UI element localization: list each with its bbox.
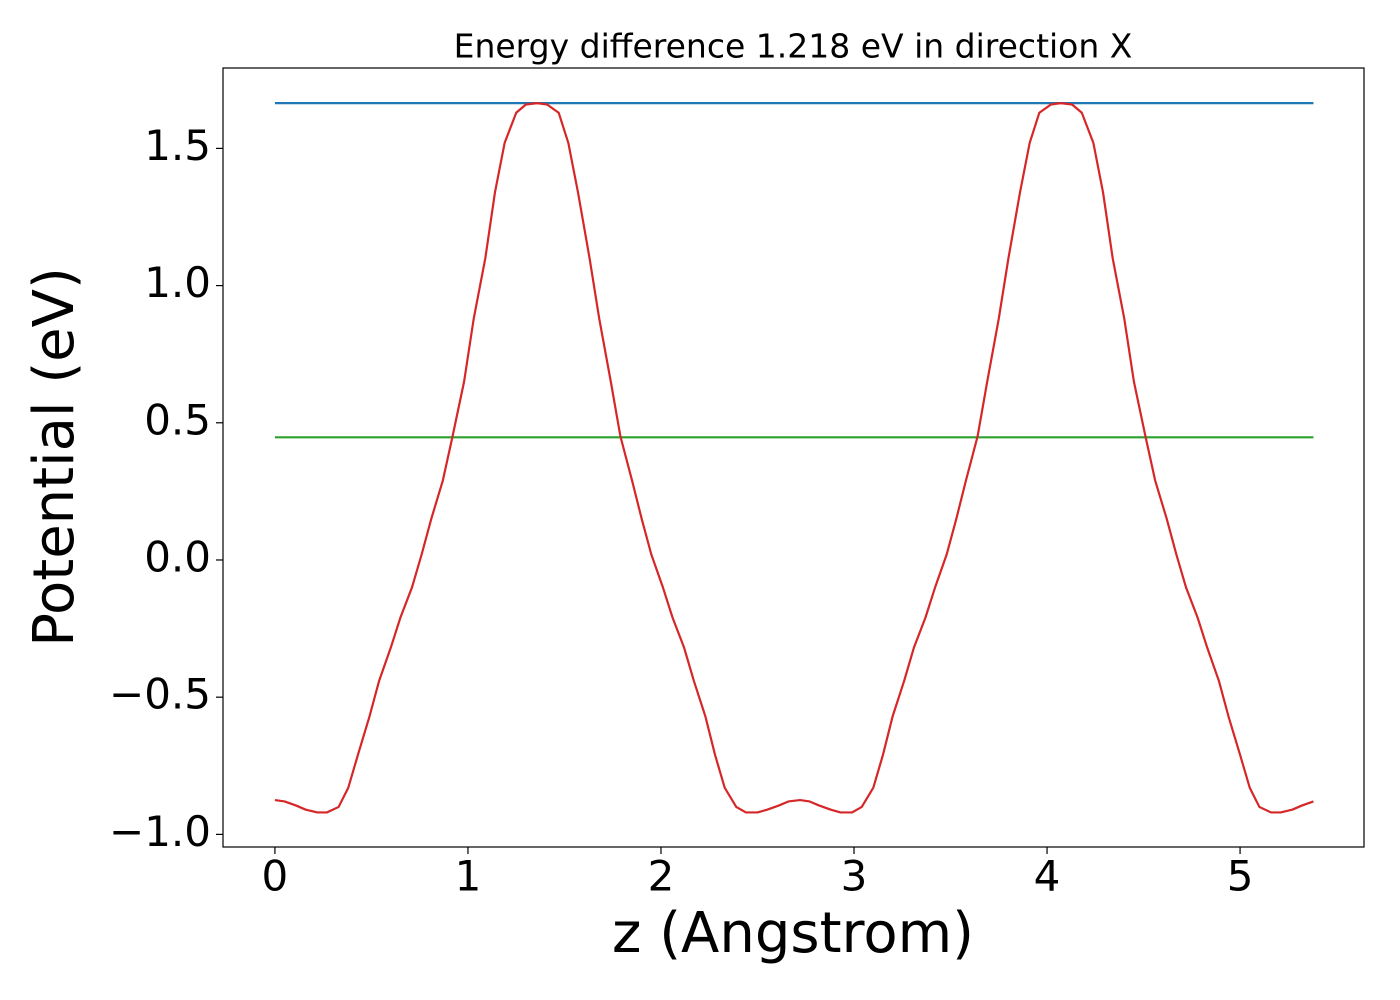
- x-tick-label: 4: [1034, 852, 1061, 901]
- line-series: [274, 102, 1314, 814]
- chart-title: Energy difference 1.218 eV in direction …: [454, 27, 1133, 66]
- x-tick-label: 1: [455, 852, 482, 901]
- y-tick-label: −1.0: [109, 807, 211, 856]
- y-tick-label: 1.5: [144, 121, 211, 170]
- y-tick-label: 0.0: [144, 532, 211, 581]
- y-axis-label: Potential (eV): [22, 267, 87, 647]
- y-tick-label: −0.5: [109, 670, 211, 719]
- plot-frame: [222, 67, 1365, 848]
- x-tick-label: 2: [648, 852, 675, 901]
- x-tick-label: 3: [841, 852, 868, 901]
- x-axis-label: z (Angstrom): [612, 901, 974, 966]
- x-tick-label: 0: [262, 852, 289, 901]
- y-tick-label: 1.0: [144, 258, 211, 307]
- y-tick-label: 0.5: [144, 395, 211, 444]
- x-tick-label: 5: [1227, 852, 1254, 901]
